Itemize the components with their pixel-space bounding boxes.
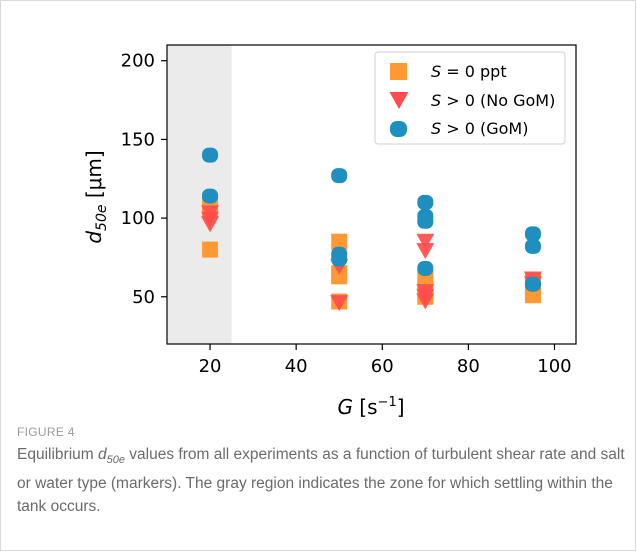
marker-circle-2-1 xyxy=(202,188,219,204)
marker-circle-2-9 xyxy=(524,226,541,242)
legend-square-marker xyxy=(390,63,407,80)
marker-triangle-down-1-9 xyxy=(416,233,435,250)
marker-square-0-0 xyxy=(202,241,219,258)
y-tick-label: 50 xyxy=(132,287,155,308)
legend-circle-marker xyxy=(390,121,407,137)
caption-prefix: Equilibrium xyxy=(17,446,98,463)
y-tick-label: 200 xyxy=(121,51,155,72)
marker-circle-2-4 xyxy=(331,251,348,267)
legend: S = 0 ppt S > 0 (No GoM) S > 0 (GoM) xyxy=(374,51,566,145)
caption-subscript: 50e xyxy=(106,454,125,467)
legend-label-no-gom: S > 0 (No GoM) xyxy=(431,91,555,110)
marker-triangle-down-1-8 xyxy=(416,243,435,260)
shaded-settling-region xyxy=(167,45,232,344)
x-tick-label: 80 xyxy=(457,356,480,377)
marker-circle-2-11 xyxy=(524,276,541,292)
figure-number: FIGURE 4 xyxy=(17,425,75,439)
x-axis-label: G [s−1] xyxy=(337,395,404,419)
marker-triangle-down-1-2 xyxy=(201,205,220,222)
y-axis-label: d50e [μm] xyxy=(82,150,110,243)
plot-frame xyxy=(166,44,577,345)
scatter-chart: 20 40 60 80 100 50 100 150 200 G [s−1] d50e [μm… xyxy=(82,44,577,419)
x-axis-ticks: 20 40 60 80 100 xyxy=(199,344,572,377)
legend-label-gom: S > 0 (GoM) xyxy=(431,119,528,138)
data-markers xyxy=(201,147,542,312)
y-tick-label: 150 xyxy=(121,129,155,150)
marker-triangle-down-1-3 xyxy=(330,295,349,312)
caption-symbol: d xyxy=(97,446,107,463)
x-tick-label: 40 xyxy=(285,356,308,377)
figure-caption: Equilibrium d50e values from all experim… xyxy=(17,443,629,518)
marker-circle-2-0 xyxy=(202,147,219,163)
marker-triangle-down-1-7 xyxy=(416,284,435,301)
marker-square-0-6 xyxy=(331,233,348,250)
x-tick-label: 100 xyxy=(537,356,571,377)
marker-circle-2-7 xyxy=(417,213,434,229)
legend-box xyxy=(374,51,566,145)
marker-circle-2-2 xyxy=(331,168,348,184)
marker-circle-2-10 xyxy=(524,238,541,254)
caption-suffix: values from all experiments as a functio… xyxy=(17,446,625,516)
legend-label-s0: S = 0 ppt xyxy=(431,62,507,81)
y-axis-ticks: 50 100 150 200 xyxy=(121,51,167,308)
y-tick-label: 100 xyxy=(121,208,155,229)
marker-circle-2-8 xyxy=(417,260,434,276)
x-tick-label: 60 xyxy=(371,356,394,377)
marker-circle-2-5 xyxy=(417,194,434,210)
x-tick-label: 20 xyxy=(199,356,222,377)
legend-triangle-marker xyxy=(389,92,409,109)
